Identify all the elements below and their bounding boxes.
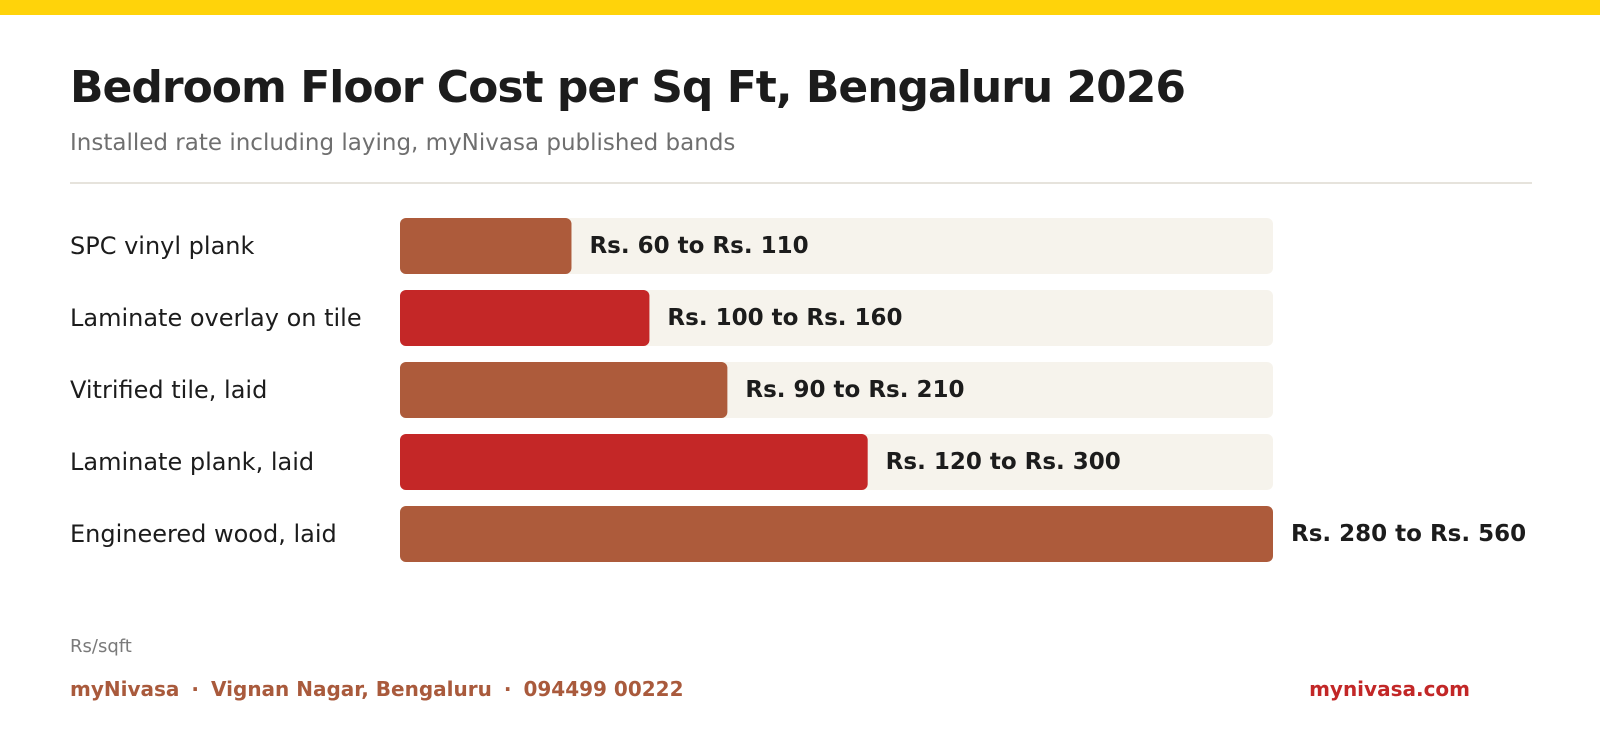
footer-separator: · — [191, 677, 200, 701]
chart-subtitle: Installed rate including laying, myNivas… — [70, 130, 736, 156]
value-label: Rs. 100 to Rs. 160 — [667, 305, 902, 331]
category-label: SPC vinyl plank — [70, 232, 254, 260]
bar — [400, 506, 1273, 562]
footer-phone[interactable]: 094499 00222 — [523, 677, 684, 701]
bar — [400, 362, 728, 418]
category-label: Laminate overlay on tile — [70, 304, 362, 332]
bar — [400, 218, 572, 274]
footer-address: Vignan Nagar, Bengaluru — [211, 677, 492, 701]
footer-contact: myNivasa · Vignan Nagar, Bengaluru · 094499 … — [70, 677, 684, 701]
footer-separator: · — [503, 677, 512, 701]
value-label: Rs. 280 to Rs. 560 — [1291, 521, 1526, 547]
value-label: Rs. 60 to Rs. 110 — [589, 233, 808, 259]
category-label: Vitrified tile, laid — [70, 376, 267, 404]
unit-label: Rs/sqft — [70, 636, 132, 657]
category-label: Engineered wood, laid — [70, 520, 337, 548]
footer-brand: myNivasa — [70, 677, 180, 701]
chart-title: Bedroom Floor Cost per Sq Ft, Bengaluru … — [70, 62, 1186, 113]
value-label: Rs. 120 to Rs. 300 — [886, 449, 1121, 475]
bar — [400, 434, 868, 490]
bar-track — [400, 218, 1273, 274]
top-accent-stripe — [0, 0, 1600, 15]
category-label: Laminate plank, laid — [70, 448, 314, 476]
header-divider — [70, 182, 1532, 184]
footer-website-link[interactable]: mynivasa.com — [1309, 677, 1470, 701]
bar — [400, 290, 650, 346]
value-label: Rs. 90 to Rs. 210 — [745, 377, 964, 403]
